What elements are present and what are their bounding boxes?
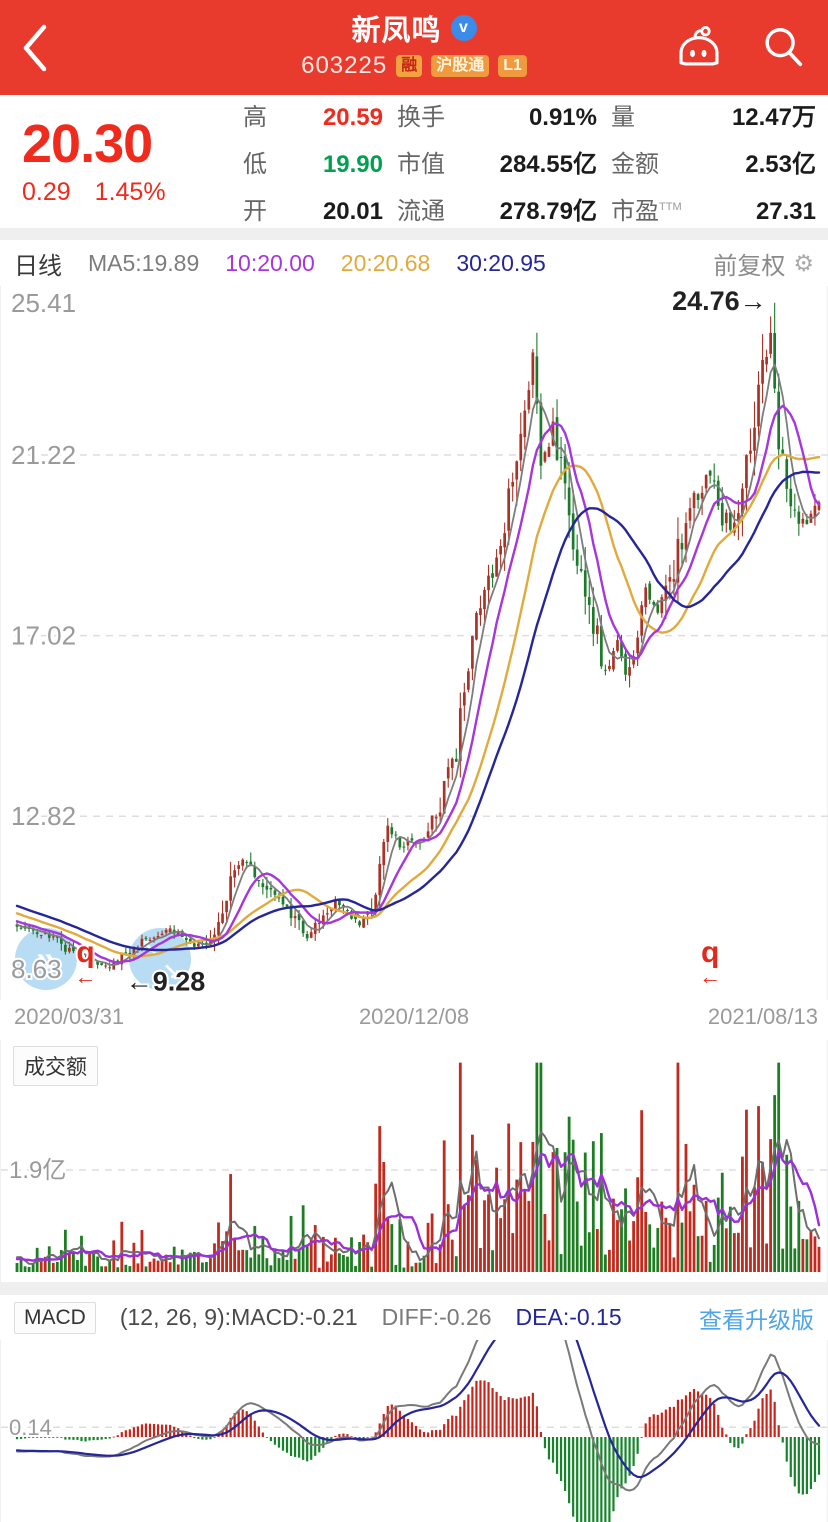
volume-pane-title: 成交额 bbox=[13, 1046, 98, 1086]
search-button[interactable] bbox=[760, 24, 806, 70]
date-axis: 2020/03/31 2020/12/08 2021/08/13 bbox=[0, 1000, 828, 1040]
stat-low: 低 19.90 bbox=[243, 151, 383, 178]
price-axis-label: 8.63 bbox=[11, 954, 62, 984]
price-axis-label: 25.41 bbox=[11, 288, 76, 318]
ma10-legend: 10:20.00 bbox=[225, 249, 315, 276]
back-button[interactable] bbox=[18, 18, 74, 78]
main-candlestick-pane[interactable]: » ↖ ↘ 25.41 21.22 17.02 12.82 8.63 24.76→ ←9.2… bbox=[0, 286, 828, 1000]
level1-badge: L1 bbox=[498, 55, 527, 77]
ex-dividend-marker[interactable]: q bbox=[699, 934, 721, 971]
macd-indicator-label[interactable]: MACD bbox=[14, 1301, 96, 1334]
macd-chart[interactable]: 0.14 bbox=[1, 1340, 827, 1522]
dea-value: DEA:-0.15 bbox=[515, 1304, 622, 1330]
date-label-start: 2020/03/31 bbox=[14, 1004, 125, 1029]
price-change: 0.29 bbox=[22, 178, 71, 207]
volume-axis-label: 1.9亿 bbox=[9, 1157, 66, 1184]
quote-stats-grid: 高 20.59 换手 0.91% 量 12.47万 低 19.90 市值 284… bbox=[243, 97, 828, 226]
margin-badge: 融 bbox=[396, 55, 423, 77]
volume-chart[interactable]: 1.9亿 bbox=[1, 1040, 827, 1281]
price-axis-label: 17.02 bbox=[11, 621, 76, 651]
separator bbox=[0, 228, 828, 240]
adjust-mode-button[interactable]: 前复权 bbox=[713, 246, 785, 281]
stock-name: 新凤鸣 bbox=[351, 15, 442, 47]
ex-dividend-marker[interactable]: q bbox=[74, 934, 96, 971]
ma30-legend: 30:20.95 bbox=[456, 249, 546, 276]
hk-connect-badge: 沪股通 bbox=[431, 55, 490, 77]
header-title-block: 新凤鸣 v 603225 融 沪股通 L1 bbox=[0, 8, 828, 80]
arrow-down-right-icon: ↘ bbox=[162, 958, 181, 983]
stat-pe-ttm: 市盈TTM 27.31 bbox=[611, 198, 816, 225]
settings-gear-icon[interactable]: ⚙ bbox=[793, 249, 814, 276]
search-icon bbox=[765, 28, 803, 67]
stat-amount: 金额 2.53亿 bbox=[611, 151, 816, 178]
chevron-left-icon bbox=[23, 24, 47, 72]
app-header: 新凤鸣 v 603225 融 沪股通 L1 bbox=[0, 0, 828, 95]
price-change-pct: 1.45% bbox=[94, 178, 166, 207]
chart-toolbar: 日线 MA5:19.89 10:20.00 20:20.68 30:20.95 … bbox=[0, 240, 828, 286]
separator bbox=[0, 1283, 828, 1295]
period-tab-daily[interactable]: 日线 bbox=[14, 246, 62, 281]
high-annotation: 24.76→ bbox=[672, 286, 767, 316]
upgrade-link[interactable]: 查看升级版 bbox=[699, 1301, 814, 1335]
verified-badge-icon: v bbox=[450, 15, 477, 41]
macd-axis-label: 0.14 bbox=[9, 1415, 52, 1440]
date-label-middle: 2020/12/08 bbox=[358, 1004, 470, 1029]
robot-icon bbox=[679, 26, 719, 66]
stat-high: 高 20.59 bbox=[243, 104, 383, 131]
low-annotation: ←9.28 bbox=[126, 966, 206, 996]
stat-volume: 量 12.47万 bbox=[611, 104, 816, 131]
macd-header: MACD (12, 26, 9):MACD:-0.21 DIFF:-0.26 D… bbox=[0, 1295, 828, 1340]
macd-pane[interactable]: 0.14 bbox=[0, 1340, 828, 1522]
stat-open: 开 20.01 bbox=[243, 198, 383, 225]
stat-market-cap: 市值 284.55亿 bbox=[397, 151, 597, 178]
ma20-legend: 20:20.68 bbox=[340, 249, 431, 276]
volume-pane[interactable]: 成交额 1.9亿 bbox=[0, 1040, 828, 1283]
stat-turnover: 换手 0.91% bbox=[397, 104, 597, 131]
macd-value: (12, 26, 9):MACD:-0.21 bbox=[119, 1304, 358, 1330]
date-label-end: 2021/08/13 bbox=[707, 1004, 818, 1029]
quote-panel: 20.30 0.29 1.45% 高 20.59 换手 0.91% 量 12.4… bbox=[0, 95, 828, 228]
last-price: 20.30 bbox=[22, 113, 153, 174]
diff-value: DIFF:-0.26 bbox=[381, 1304, 492, 1330]
ma5-legend: MA5:19.89 bbox=[88, 249, 200, 276]
ex-dividend-arrow: ← bbox=[699, 964, 721, 989]
price-axis-label: 21.22 bbox=[11, 440, 76, 470]
stock-code: 603225 bbox=[301, 52, 388, 79]
stat-float-cap: 流通 278.79亿 bbox=[397, 198, 597, 225]
ex-dividend-arrow: ← bbox=[75, 964, 97, 989]
price-axis-label: 12.82 bbox=[11, 801, 76, 831]
assistant-robot-button[interactable] bbox=[676, 24, 722, 70]
